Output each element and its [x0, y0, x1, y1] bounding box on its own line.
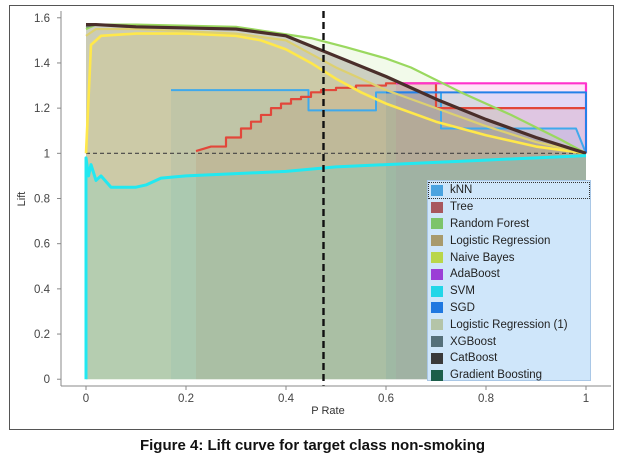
figure-caption: Figure 4: Lift curve for target class no…	[139, 437, 486, 454]
y-tick-label: 0.8	[34, 194, 50, 206]
legend-swatch	[431, 352, 443, 364]
x-tick-label: 0.8	[478, 393, 494, 405]
x-tick-label: 0	[83, 393, 89, 405]
legend-item-naive-bayes[interactable]: Naive Bayes	[428, 249, 590, 266]
x-axis-label: P Rate	[311, 405, 344, 417]
series-svm	[84, 154, 587, 380]
legend-label: Logistic Regression	[450, 234, 551, 247]
series-tree	[195, 82, 586, 153]
legend-swatch	[431, 235, 443, 247]
legend-label: Gradient Boosting	[450, 369, 543, 382]
legend-label: Naive Bayes	[450, 251, 515, 264]
legend-item-catboost[interactable]: CatBoost	[428, 350, 590, 367]
legend-swatch	[431, 369, 443, 381]
series-catboost	[86, 22, 587, 155]
legend-label: kNN	[450, 184, 473, 197]
legend-label: SVM	[450, 285, 475, 298]
chart-frame: 0 0.2 0.4 0.6 0.8 1 1.2 1.4 1.6 0 0.2 0.4 0.6 0.8 1 P …	[9, 5, 614, 430]
legend-item-tree[interactable]: Tree	[428, 199, 590, 216]
x-tick-label: 0.6	[378, 393, 394, 405]
legend-label: Random Forest	[450, 217, 530, 230]
y-tick-label: 1.4	[34, 58, 51, 70]
legend-swatch	[431, 268, 443, 280]
y-tick-label: 0.4	[34, 284, 51, 296]
y-tick-label: 1.2	[34, 103, 50, 115]
legend-item-xgboost[interactable]: XGBoost	[428, 333, 590, 350]
legend-swatch	[431, 201, 443, 213]
legend-item-sgd[interactable]: SGD	[428, 300, 590, 317]
legend-label: Tree	[450, 201, 474, 214]
y-tick-label: 0.2	[34, 329, 50, 341]
series-sgd	[386, 91, 587, 154]
legend-swatch	[431, 302, 443, 314]
legend-label: AdaBoost	[450, 268, 500, 281]
legend-swatch	[431, 285, 443, 297]
y-axis-label: Lift	[16, 192, 28, 207]
legend-item-random-forest[interactable]: Random Forest	[428, 216, 590, 233]
x-tick-label: 1	[583, 393, 589, 405]
legend-item-svm[interactable]: SVM	[428, 283, 590, 300]
legend-label: SGD	[450, 301, 475, 314]
series-naive-bayes	[84, 32, 587, 155]
legend-swatch	[431, 319, 443, 331]
legend-label: XGBoost	[450, 335, 497, 348]
series-random-forest	[85, 23, 587, 155]
y-tick-label: 0.6	[34, 239, 50, 251]
legend-item-gradient-boosting[interactable]: Gradient Boosting	[428, 367, 590, 384]
legend-item-logistic-regression[interactable]: Logistic Regression	[428, 232, 590, 249]
x-tick-label: 0.4	[278, 393, 295, 405]
legend-item-logistic-regression-1[interactable]: Logistic Regression (1)	[428, 316, 590, 333]
y-tick-label: 0	[44, 374, 50, 386]
legend[interactable]: kNN Tree Random Forest Logistic Regression N…	[427, 180, 591, 381]
x-tick-label: 0.2	[178, 393, 194, 405]
legend-item-knn[interactable]: kNN	[428, 182, 590, 199]
legend-label: Logistic Regression (1)	[450, 318, 568, 331]
y-tick-label: 1.6	[34, 13, 50, 25]
legend-swatch	[431, 184, 443, 196]
legend-swatch	[431, 218, 443, 230]
legend-label: CatBoost	[450, 352, 498, 365]
y-tick-label: 1	[44, 148, 50, 160]
legend-swatch	[431, 252, 443, 264]
legend-swatch	[431, 336, 443, 348]
legend-item-adaboost[interactable]: AdaBoost	[428, 266, 590, 283]
